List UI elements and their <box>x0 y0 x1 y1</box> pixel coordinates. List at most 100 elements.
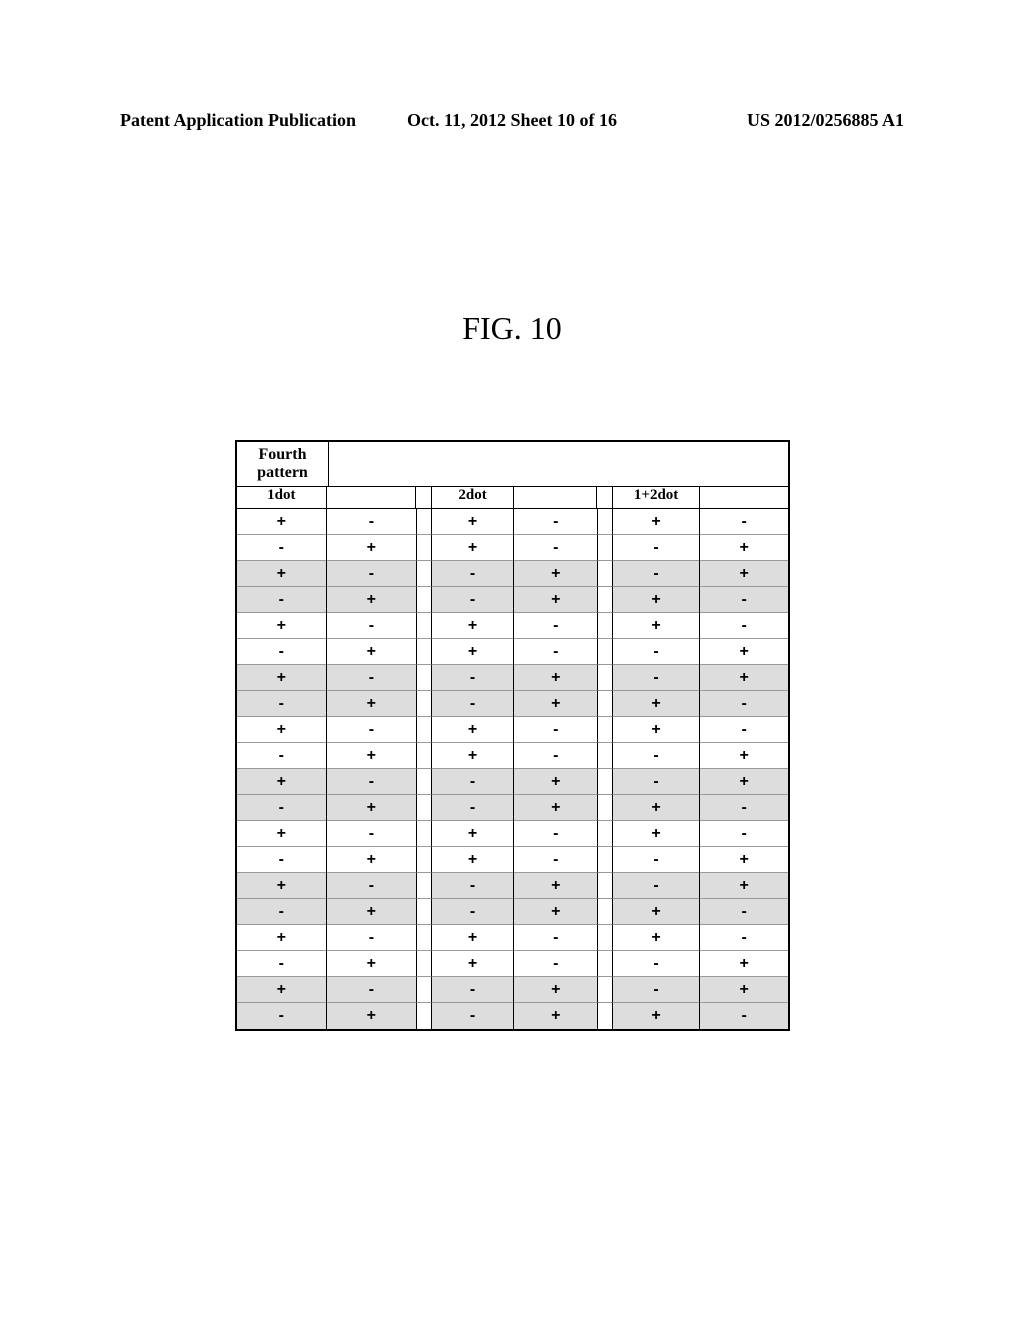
data-cell: - <box>514 847 597 873</box>
data-cell: - <box>514 821 597 847</box>
data-cell: + <box>432 951 514 977</box>
spacer-cell <box>416 951 432 977</box>
data-cell: + <box>613 795 700 821</box>
data-cell: - <box>327 769 417 795</box>
spacer-cell <box>416 821 432 847</box>
dot-header-blank-2 <box>514 487 597 508</box>
spacer-cell <box>597 769 613 795</box>
data-cell: + <box>514 1003 597 1029</box>
data-cell: - <box>613 951 700 977</box>
data-cell: + <box>700 977 788 1003</box>
data-cell: - <box>432 587 514 613</box>
pattern-header-row: Fourth pattern <box>237 442 788 487</box>
data-cell: - <box>613 977 700 1003</box>
data-cell: - <box>237 847 326 873</box>
spacer-cell <box>416 509 432 535</box>
data-cell: - <box>514 613 597 639</box>
dot-header-row: 1dot 2dot 1+2dot <box>237 487 788 509</box>
data-cell: - <box>432 899 514 925</box>
data-cell: - <box>700 613 788 639</box>
dot-header-1: 1dot <box>237 487 327 508</box>
spacer-cell <box>416 769 432 795</box>
data-cell: - <box>327 717 417 743</box>
data-cell: - <box>514 925 597 951</box>
spacer-2 <box>597 487 613 508</box>
dot-header-3: 1+2dot <box>613 487 701 508</box>
data-cell: - <box>514 743 597 769</box>
data-cell: + <box>327 743 417 769</box>
data-column: +--++--++--++--++--+ <box>613 509 701 1029</box>
data-cell: - <box>613 743 700 769</box>
data-cell: + <box>432 743 514 769</box>
dot-header-2: 2dot <box>432 487 515 508</box>
spacer-cell <box>416 847 432 873</box>
data-cell: + <box>432 535 514 561</box>
data-cell: + <box>514 587 597 613</box>
spacer-cell <box>416 1003 432 1029</box>
data-cell: + <box>700 873 788 899</box>
data-cell: + <box>237 977 326 1003</box>
data-cell: - <box>514 639 597 665</box>
spacer-cell <box>416 561 432 587</box>
spacer-cell <box>597 795 613 821</box>
data-column: -+-+-+-+-+-+-+-+-+-+ <box>327 509 417 1029</box>
data-cell: + <box>514 691 597 717</box>
pattern-table: Fourth pattern 1dot 2dot 1+2dot +-+-+-+-… <box>235 440 790 1031</box>
data-cell: + <box>237 769 326 795</box>
spacer-cell <box>416 665 432 691</box>
data-cell: - <box>432 691 514 717</box>
data-cell: + <box>514 665 597 691</box>
data-cell: - <box>432 665 514 691</box>
spacer-cell <box>597 509 613 535</box>
data-cell: + <box>613 613 700 639</box>
data-cell: + <box>432 821 514 847</box>
spacer-cell <box>416 717 432 743</box>
data-cell: - <box>514 535 597 561</box>
data-column <box>416 509 432 1029</box>
data-cell: - <box>514 951 597 977</box>
data-cell: - <box>237 639 326 665</box>
data-cell: + <box>237 665 326 691</box>
data-cell: + <box>327 1003 417 1029</box>
data-cell: + <box>613 691 700 717</box>
data-cell: + <box>327 951 417 977</box>
data-cell: - <box>327 821 417 847</box>
data-column: -++--++--++--++--++- <box>700 509 788 1029</box>
spacer-cell <box>597 821 613 847</box>
data-cell: + <box>613 717 700 743</box>
data-cell: - <box>432 873 514 899</box>
data-cell: - <box>237 899 326 925</box>
data-column: --++--++--++--++--++ <box>514 509 597 1029</box>
data-cell: + <box>613 899 700 925</box>
data-cell: + <box>237 821 326 847</box>
data-cell: + <box>432 717 514 743</box>
data-cell: - <box>327 977 417 1003</box>
data-cell: - <box>432 769 514 795</box>
data-cell: - <box>237 795 326 821</box>
data-rows: +-+-+-+-+-+-+-+-+-+--+-+-+-+-+-+-+-+-+-+… <box>237 509 788 1029</box>
data-cell: - <box>700 795 788 821</box>
data-cell: + <box>237 873 326 899</box>
data-cell: - <box>613 639 700 665</box>
data-cell: + <box>514 561 597 587</box>
spacer-cell <box>597 951 613 977</box>
data-cell: + <box>327 795 417 821</box>
data-cell: + <box>432 613 514 639</box>
spacer-cell <box>416 613 432 639</box>
figure-label: FIG. 10 <box>0 310 1024 347</box>
spacer-cell <box>416 977 432 1003</box>
data-cell: - <box>613 535 700 561</box>
spacer-cell <box>416 587 432 613</box>
pattern-label: Fourth pattern <box>237 442 329 486</box>
data-cell: - <box>327 613 417 639</box>
spacer-cell <box>597 743 613 769</box>
data-cell: + <box>700 535 788 561</box>
data-cell: + <box>327 587 417 613</box>
data-cell: - <box>327 561 417 587</box>
data-cell: + <box>432 639 514 665</box>
data-cell: - <box>237 1003 326 1029</box>
data-cell: - <box>700 925 788 951</box>
data-cell: - <box>327 925 417 951</box>
spacer-cell <box>597 1003 613 1029</box>
data-cell: - <box>700 509 788 535</box>
